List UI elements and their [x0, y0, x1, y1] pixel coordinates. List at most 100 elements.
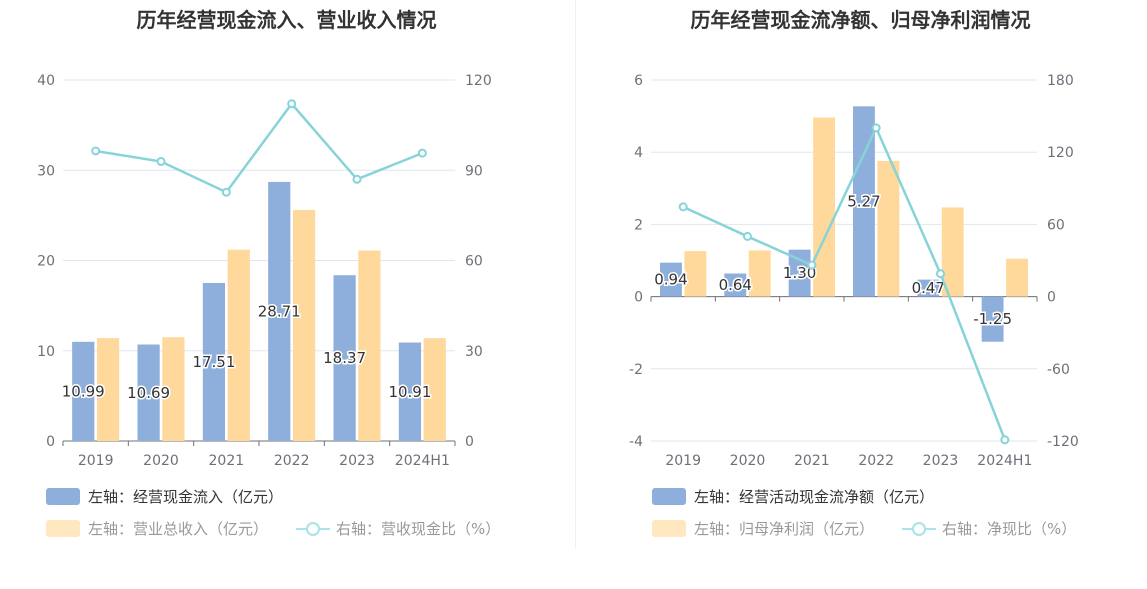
- line-series: [95, 101, 423, 194]
- data-label: 18.37: [323, 349, 366, 367]
- legend-item-cash-inflow[interactable]: 左轴：经营现金流入（亿元）: [46, 486, 283, 507]
- line-point: [678, 202, 688, 212]
- chart-panel-right: 历年经营现金流净额、归母净利润情况 -4 -2 0 2 4 6 -120 -60 0 60 120 1…: [574, 0, 1147, 589]
- bar: [268, 181, 291, 441]
- panel-divider: [575, 0, 576, 548]
- line-point: [417, 148, 427, 158]
- bar: [981, 296, 1004, 342]
- chart-title: 历年经营现金流净额、归母净利润情况: [690, 8, 1031, 32]
- y-tick-label-left: 10: [37, 344, 55, 360]
- x-tick-label: 2023: [923, 453, 959, 469]
- y-tick-label-left: 30: [37, 163, 55, 179]
- x-tick-label: 2021: [209, 453, 245, 469]
- chart-plot-left: 0 10 20 30 40 0 30 60 90 120 2019 2020 2021 2022 2023 2…: [37, 73, 492, 469]
- bar: [724, 273, 747, 297]
- bar: [96, 338, 120, 441]
- legend-label: 左轴：经营活动现金流净额（亿元）: [694, 488, 935, 506]
- bar: [333, 275, 356, 441]
- bar: [423, 338, 446, 441]
- legend-label: 左轴：营业总收入（亿元）: [88, 520, 269, 538]
- bar: [660, 262, 682, 297]
- legend-item-net-profit[interactable]: 左轴：归母净利润（亿元）: [652, 518, 874, 539]
- y-tick-label-left: 2: [634, 217, 643, 233]
- x-tick-label: 2020: [730, 453, 766, 469]
- y-tick-label-right: 180: [1047, 73, 1074, 89]
- line-point: [91, 146, 101, 156]
- line-point: [156, 157, 166, 167]
- y-tick-label-left: -2: [629, 362, 643, 378]
- legend-item-revenue[interactable]: 左轴：营业总收入（亿元）: [46, 518, 268, 539]
- line-point: [871, 123, 881, 133]
- line-point: [743, 231, 752, 241]
- data-label: 28.71: [258, 302, 301, 320]
- y-tick-label-left: 0: [46, 434, 55, 450]
- x-tick-label: 2022: [858, 453, 894, 469]
- line-point: [221, 187, 231, 197]
- bar: [877, 160, 900, 297]
- data-label: 5.27: [847, 192, 880, 210]
- data-label: 17.51: [192, 353, 235, 371]
- y-tick-label-left: 4: [634, 145, 643, 161]
- chart-title: 历年经营现金流入、营业收入情况: [136, 8, 437, 32]
- legend-line-swatch: [902, 520, 936, 537]
- bar: [137, 344, 160, 441]
- x-tick-label: 2022: [274, 453, 310, 469]
- bar: [398, 342, 422, 441]
- data-label: -1.25: [973, 310, 1012, 328]
- bar: [72, 341, 95, 441]
- y-tick-label-left: -4: [629, 434, 643, 450]
- data-label: 10.99: [62, 382, 105, 400]
- legend-line-swatch: [296, 520, 330, 537]
- y-tick-label-left: 6: [634, 73, 643, 89]
- bar: [941, 207, 964, 297]
- legend-label: 左轴：归母净利润（亿元）: [694, 520, 875, 538]
- legend-item-revenue-cash-ratio[interactable]: 右轴：营收现金比（%）: [296, 518, 500, 539]
- y-tick-label-left: 0: [634, 290, 643, 306]
- bar: [227, 249, 250, 441]
- data-label: 10.69: [127, 384, 170, 402]
- line-point: [1000, 435, 1010, 445]
- line-point: [287, 99, 297, 109]
- x-tick-label: 2019: [78, 453, 114, 469]
- y-tick-label-left: 40: [37, 73, 55, 89]
- bar: [813, 117, 835, 297]
- x-tick-label: 2024H1: [977, 453, 1032, 469]
- bar: [292, 209, 316, 441]
- data-label: 10.91: [388, 383, 431, 401]
- legend-label: 右轴：净现比（%）: [942, 520, 1077, 538]
- bar: [917, 279, 940, 297]
- data-label: 0.94: [654, 271, 687, 289]
- legend-swatch: [652, 520, 686, 537]
- bar: [358, 250, 381, 441]
- bar: [684, 251, 707, 297]
- x-tick-label: 2020: [143, 453, 179, 469]
- legend-label: 左轴：经营现金流入（亿元）: [88, 488, 284, 506]
- bar: [1006, 258, 1028, 297]
- y-tick-label-right: -120: [1047, 434, 1079, 450]
- legend-item-net-cash-ratio[interactable]: 右轴：净现比（%）: [902, 518, 1076, 539]
- chart-plot-right: -4 -2 0 2 4 6 -120 -60 0 60 120 180 2019 2020 2021 2022…: [629, 73, 1079, 469]
- legend-swatch: [652, 488, 686, 505]
- bar: [202, 282, 226, 441]
- data-label: 0.47: [912, 279, 945, 297]
- bar: [748, 250, 771, 297]
- legend-item-net-cash-flow[interactable]: 左轴：经营活动现金流净额（亿元）: [652, 486, 934, 507]
- line-series: [682, 124, 1006, 441]
- y-tick-label-right: 30: [465, 344, 483, 360]
- bar: [853, 106, 875, 297]
- line-point: [807, 260, 817, 270]
- y-tick-label-right: -60: [1047, 362, 1070, 378]
- y-tick-label-right: 0: [1047, 290, 1056, 306]
- data-label: 0.64: [719, 276, 752, 294]
- y-tick-label-right: 90: [465, 163, 483, 179]
- legend-label: 右轴：营收现金比（%）: [336, 520, 501, 538]
- legend-swatch: [46, 520, 80, 537]
- bar: [162, 337, 185, 441]
- y-tick-label-left: 20: [37, 254, 55, 270]
- x-tick-label: 2024H1: [395, 453, 450, 469]
- x-tick-label: 2019: [665, 453, 701, 469]
- y-tick-label-right: 0: [465, 434, 474, 450]
- y-tick-label-right: 120: [465, 73, 492, 89]
- x-tick-label: 2023: [339, 453, 375, 469]
- line-point: [352, 174, 362, 184]
